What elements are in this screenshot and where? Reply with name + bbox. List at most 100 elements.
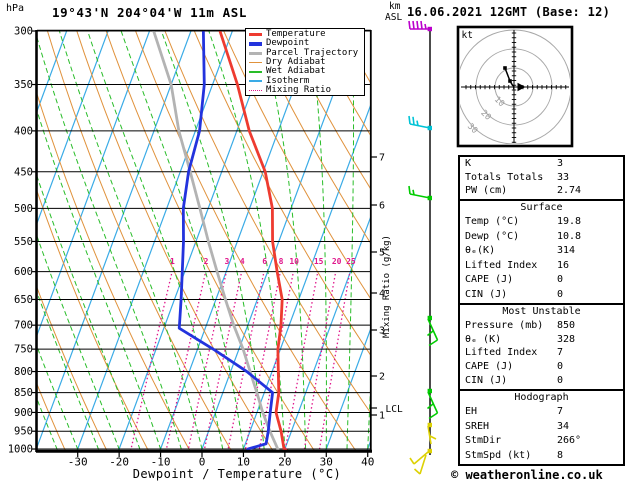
indices-box: Most Unstable Pressure (mb) 850 θₑ (K) 328 Li…	[458, 303, 625, 391]
legend-label: Isotherm	[266, 75, 310, 86]
index-value: 19.8	[557, 216, 582, 228]
wind-barb-segment	[429, 435, 437, 440]
wind-barb-segment	[413, 451, 429, 465]
indices-box-title: Surface	[520, 202, 563, 213]
temperature-tick-label: 20	[278, 456, 291, 469]
index-row: θₑ (K) 328	[460, 333, 623, 347]
index-label: Temp (°C)	[465, 216, 520, 228]
index-label: Totals Totals	[465, 171, 544, 183]
indices-box: Surface Temp (°C) 19.8 Dewp (°C) 10.8 θₑ(K) 31…	[458, 199, 625, 305]
run-datetime-title: 16.06.2021 12GMT (Base: 12)	[407, 5, 611, 19]
pressure-tick-label: 650	[14, 294, 33, 306]
dry-adiabat-line	[37, 189, 150, 452]
indices-box-title: Most Unstable	[502, 306, 581, 317]
index-label: Lifted Index	[465, 259, 538, 271]
legend-item: Dewpoint	[249, 39, 364, 48]
index-value: 33	[557, 171, 570, 183]
legend-line-sample	[249, 80, 262, 82]
pressure-tick-label: 700	[14, 320, 33, 332]
km-tick-label: 4	[379, 289, 385, 300]
legend-line-sample	[249, 42, 262, 46]
wet-adiabat-line	[37, 291, 101, 452]
wind-barb-segment	[419, 454, 427, 475]
wind-barb-segment	[426, 403, 434, 410]
wind-barb-segment	[427, 391, 439, 414]
legend-line-sample	[249, 61, 262, 64]
hodograph-box	[456, 25, 574, 148]
mixing-ratio-value-label: 6	[262, 257, 267, 266]
km-tick-label: 2	[379, 372, 385, 383]
legend-label: Dewpoint	[266, 38, 310, 49]
hodograph-trace-dot	[503, 66, 507, 70]
index-label: CIN (J)	[465, 288, 508, 300]
mixing-ratio-value-label: 20	[332, 257, 342, 266]
pressure-tick-label: 550	[14, 236, 33, 248]
wet-adiabat-line	[367, 370, 371, 452]
wind-barb-segment	[424, 23, 427, 30]
index-value: 10.8	[557, 230, 582, 242]
index-value: 8	[557, 449, 564, 461]
wind-barb-segment	[412, 20, 415, 30]
legend-line-sample	[249, 51, 262, 55]
index-label: θₑ (K)	[465, 333, 502, 345]
pressure-tick-label: 900	[14, 407, 33, 419]
temperature-curve	[218, 31, 292, 452]
mixing-ratio-value-label: 8	[279, 257, 284, 266]
wet-adiabat-line	[208, 31, 286, 452]
indices-box-title: Hodograph	[514, 392, 569, 403]
index-row: StmSpd (kt) 8	[460, 449, 623, 463]
dry-adiabat-line	[223, 31, 371, 301]
mixing-ratio-line	[258, 273, 294, 452]
temperature-axis-label: Dewpoint / Temperature (°C)	[132, 467, 342, 481]
wet-adiabat-line	[309, 31, 327, 452]
mixing-ratio-value-label: 25	[346, 257, 356, 266]
hodograph-ring-label: 30	[465, 122, 479, 136]
station-title: 19°43'N 204°04'W 11m ASL	[52, 5, 248, 20]
altitude-axis-unit-label: km	[389, 1, 401, 12]
isotherm-line	[37, 31, 68, 113]
km-tick-label: 6	[379, 201, 385, 212]
index-value: 2.74	[557, 185, 582, 197]
wind-barb-segment	[409, 123, 431, 129]
hodograph-ring-label: 20	[478, 108, 492, 122]
index-value: 0	[557, 288, 564, 300]
km-tick-label: 5	[379, 248, 385, 259]
wind-barb-segment	[416, 20, 419, 30]
wind-barb-dot	[427, 315, 432, 321]
indices-box: Hodograph EH 7 SREH 34 StmDir 266° StmSpd (kt) 8	[458, 389, 625, 466]
dry-adiabat-line	[37, 382, 67, 452]
index-value: 266°	[557, 435, 582, 447]
wind-barb-segment	[409, 457, 415, 465]
mixing-ratio-value-label: 4	[240, 257, 245, 266]
mixing-ratio-axis-label: Mixing Ratio (g/kg)	[382, 235, 392, 338]
dry-adiabat-line	[37, 92, 192, 452]
index-row: CIN (J) 0	[460, 374, 623, 388]
index-label: SREH	[465, 420, 490, 432]
sounding-profiles	[152, 31, 292, 452]
index-label: CAPE (J)	[465, 274, 514, 286]
index-value: 0	[557, 361, 564, 373]
wind-barb-segment	[427, 318, 439, 341]
index-value: 16	[557, 259, 570, 271]
index-row: θₑ(K) 314	[460, 244, 623, 258]
isotherm-line	[37, 31, 192, 449]
pressure-tick-label: 350	[14, 79, 33, 91]
wind-barb-segment	[428, 339, 438, 347]
wet-adiabat-line	[160, 31, 265, 452]
index-row: Lifted Index 7	[460, 346, 623, 360]
dry-adiabat-line	[46, 31, 233, 452]
index-row: EH 7	[460, 405, 623, 419]
wind-barb-segment	[426, 330, 434, 337]
index-value: 0	[557, 274, 564, 286]
dry-adiabat-line	[281, 31, 371, 191]
legend-line-sample	[249, 71, 262, 73]
legend-label: Dry Adiabat	[266, 57, 326, 68]
temperature-tick-label: 40	[361, 456, 374, 469]
dry-adiabat-line	[76, 31, 275, 452]
mixing-ratio-line	[226, 273, 265, 452]
index-label: K	[465, 158, 472, 169]
mixing-ratio-value-label: 15	[314, 257, 324, 266]
pressure-tick-label: 500	[14, 203, 33, 215]
legend-item: Mixing Ratio	[249, 85, 364, 95]
